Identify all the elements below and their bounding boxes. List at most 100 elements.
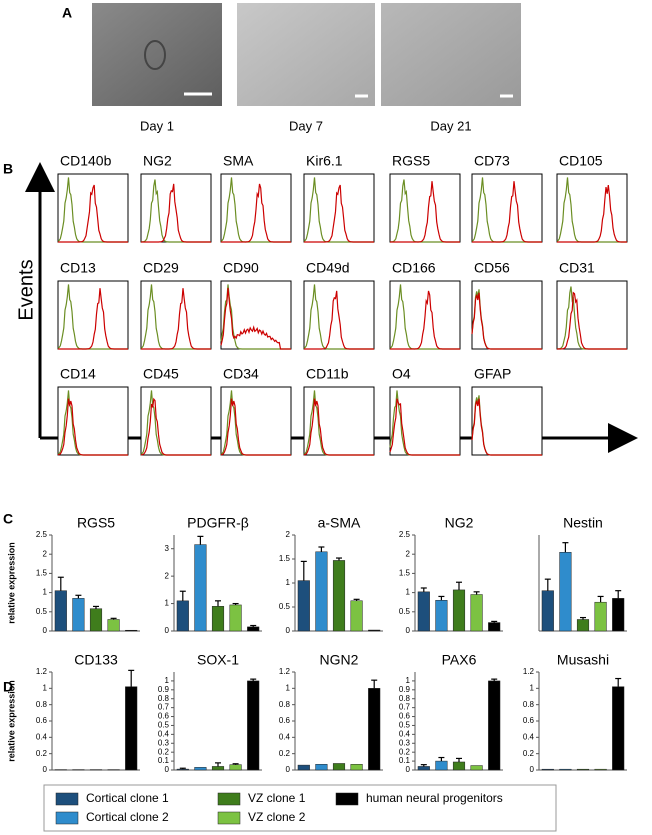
y-tick-label: 2: [406, 549, 411, 558]
cell: [144, 40, 166, 70]
y-tick-label: 0.9: [399, 685, 411, 694]
marker-curve: [389, 398, 460, 456]
bar: [435, 600, 448, 632]
bar: [211, 766, 225, 771]
marker-curve: [220, 287, 291, 350]
bar: [594, 601, 607, 632]
micrograph: [92, 3, 222, 106]
y-tick-label: 0.3: [399, 738, 411, 747]
y-tick-label: 1: [165, 676, 170, 685]
micrograph: [237, 3, 375, 106]
bar: [488, 680, 501, 771]
bar: [211, 606, 225, 632]
y-tick-label: 1.5: [36, 569, 48, 578]
y-tick-label: 0: [165, 626, 170, 635]
bar: [417, 766, 430, 771]
chart-title: a-SMA: [318, 515, 361, 531]
bar: [176, 600, 189, 632]
bar: [541, 590, 554, 632]
y-tick-label: 0.1: [399, 756, 411, 765]
panel-label: C: [3, 511, 13, 527]
legend-swatch: [55, 811, 79, 825]
y-tick-label: 1.2: [36, 667, 48, 676]
bar: [194, 544, 207, 632]
bar: [594, 768, 607, 771]
y-tick-label: 2: [286, 530, 291, 539]
legend-swatch: [217, 811, 241, 825]
y-tick-label: 1: [286, 578, 291, 587]
marker-label: CD73: [474, 153, 510, 169]
y-tick-label: 0.5: [36, 607, 48, 616]
marker-label: CD29: [143, 260, 179, 276]
y-tick-label: 3: [165, 544, 170, 553]
marker-label: CD14: [60, 366, 96, 382]
y-tick-label: 0.2: [158, 747, 170, 756]
bar: [452, 589, 466, 632]
marker-label: CD45: [143, 366, 179, 382]
legend-label: VZ clone 1: [248, 791, 306, 805]
y-tick-label: 0.8: [399, 694, 411, 703]
bar: [452, 761, 466, 771]
y-tick-label: 0.9: [158, 685, 170, 694]
marker-curve: [141, 183, 211, 243]
y-tick-label: 0.5: [399, 721, 411, 730]
bar: [541, 768, 554, 771]
y-tick-label: 0.6: [279, 716, 291, 725]
histogram-frame: [389, 173, 461, 243]
y-tick-label: 0: [43, 626, 48, 635]
y-tick-label: 0.1: [158, 756, 170, 765]
y-tick-label: 0.5: [279, 602, 291, 611]
y-tick-label: 0.6: [158, 712, 170, 721]
y-tick-label: 0: [43, 765, 48, 774]
y-tick-label: 0: [406, 626, 411, 635]
y-tick-label: 0: [530, 765, 535, 774]
y-tick-label: 0.2: [523, 749, 535, 758]
y-tick-label: 0.8: [523, 700, 535, 709]
bar: [470, 765, 483, 771]
marker-curve: [303, 398, 374, 456]
marker-curve: [304, 184, 374, 243]
bar: [332, 763, 346, 771]
chart-title: PAX6: [442, 652, 477, 668]
micrograph: [381, 3, 521, 106]
y-tick-label: 0.6: [523, 716, 535, 725]
y-tick-label: 1: [286, 683, 291, 692]
bar: [297, 764, 310, 771]
bar: [297, 580, 310, 632]
bar: [72, 598, 85, 632]
y-tick-label: 2.5: [399, 530, 411, 539]
marker-label: CD166: [392, 260, 436, 276]
bar: [576, 768, 590, 771]
timepoint-label: Day 7: [289, 118, 323, 133]
bar: [559, 768, 572, 771]
y-tick-label: 1.2: [523, 667, 535, 676]
bar: [194, 767, 207, 771]
y-tick-label: 0.2: [279, 749, 291, 758]
bar: [350, 600, 363, 632]
marker-label: CD49d: [306, 260, 350, 276]
axis-label: Events: [15, 259, 37, 320]
panel-label: D: [3, 679, 13, 695]
y-tick-label: 2: [43, 549, 48, 558]
marker-label: CD105: [559, 153, 603, 169]
y-axis-label: relative expression: [6, 680, 16, 762]
legend-swatch: [335, 792, 359, 806]
histogram-frame: [471, 280, 543, 350]
y-tick-label: 0.4: [36, 732, 48, 741]
y-tick-label: 0.6: [399, 712, 411, 721]
chart-title: Nestin: [563, 515, 603, 531]
y-tick-label: 0.2: [36, 749, 48, 758]
bar: [229, 764, 242, 771]
y-tick-label: 1.2: [279, 667, 291, 676]
marker-label: CD13: [60, 260, 96, 276]
y-tick-label: 1: [530, 683, 535, 692]
y-tick-label: 0.2: [399, 747, 411, 756]
marker-curve: [471, 292, 542, 350]
y-tick-label: 0.4: [279, 732, 291, 741]
marker-curve: [390, 290, 460, 350]
bar: [125, 686, 138, 771]
marker-label: RGS5: [392, 153, 430, 169]
marker-label: CD90: [223, 260, 259, 276]
bar: [612, 598, 625, 632]
